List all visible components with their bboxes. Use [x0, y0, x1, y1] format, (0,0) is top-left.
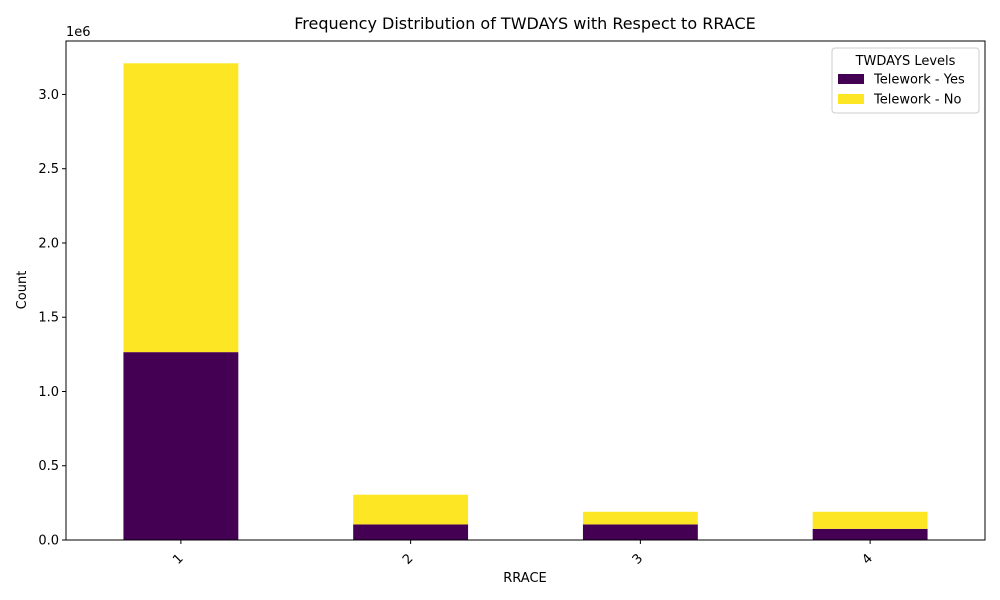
- bar-no-rrace-3: [582, 511, 698, 525]
- y-tick-label: 0.0: [38, 534, 59, 549]
- bar-yes-rrace-1: [123, 352, 239, 540]
- legend-label-no: Telework - No: [873, 93, 961, 108]
- x-ticks-group: 1 2 3 4: [170, 540, 876, 568]
- legend-swatch-yes: [838, 74, 864, 84]
- x-tick-label: 2: [400, 551, 416, 567]
- y-ticks-group: 0.0 0.5 1.0 1.5 2.0 2.5 3.0: [38, 88, 66, 549]
- bar-yes-rrace-4: [812, 528, 928, 540]
- legend-label-yes: Telework - Yes: [873, 73, 965, 88]
- axes-group: [65, 40, 986, 541]
- legend-box: [831, 47, 980, 114]
- y-tick-label: 0.5: [38, 459, 59, 474]
- legend: TWDAYS Levels Telework - Yes Telework - No: [831, 47, 980, 114]
- plot-frame: [65, 40, 986, 541]
- legend-title: TWDAYS Levels: [855, 54, 956, 69]
- y-tick-label: 2.5: [38, 162, 59, 177]
- y-offset-label: 1e6: [66, 25, 91, 40]
- bar-no-rrace-4: [812, 511, 928, 529]
- bar-no-rrace-1: [123, 63, 239, 353]
- y-tick-label: 1.0: [38, 385, 59, 400]
- bars-group: [123, 63, 928, 540]
- bar-no-rrace-2: [353, 494, 469, 525]
- x-tick-label: 4: [859, 551, 875, 567]
- x-tick-label: 1: [170, 551, 186, 567]
- chart-title: Frequency Distribution of TWDAYS with Re…: [294, 14, 755, 33]
- bar-yes-rrace-2: [353, 524, 469, 540]
- y-tick-label: 2.0: [38, 236, 59, 251]
- y-tick-label: 3.0: [38, 88, 59, 103]
- bar-yes-rrace-3: [582, 524, 698, 540]
- x-tick-label: 3: [630, 551, 646, 567]
- x-axis-label: RRACE: [503, 571, 547, 586]
- y-tick-label: 1.5: [38, 311, 59, 326]
- y-axis-label: Count: [15, 271, 30, 310]
- legend-swatch-no: [838, 94, 864, 104]
